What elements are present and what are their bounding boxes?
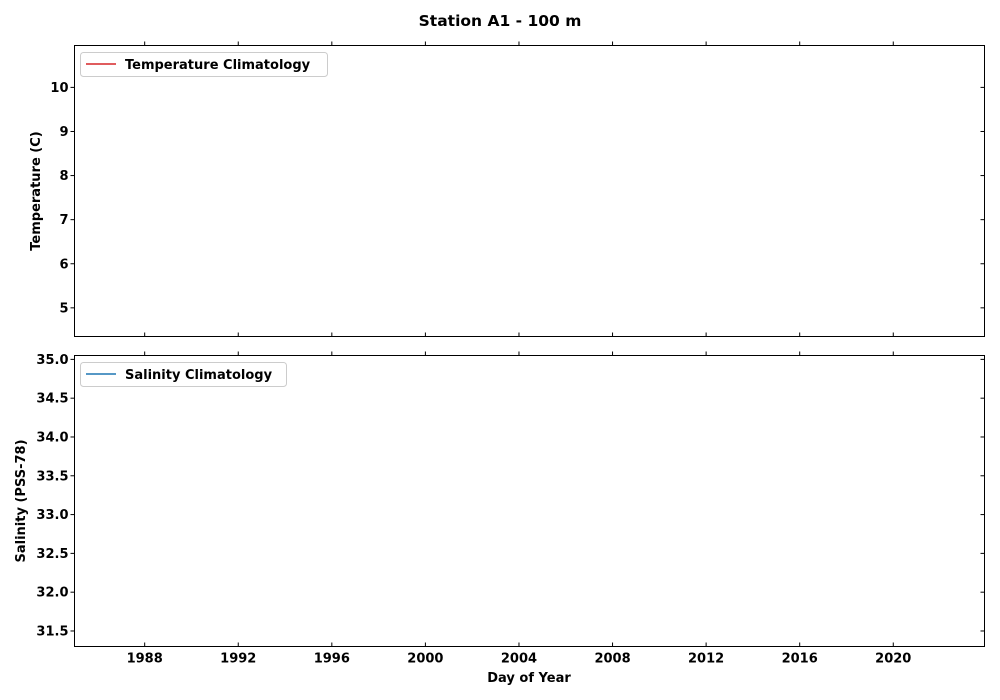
salinity-y-tick-label: 35.0 <box>36 353 68 368</box>
salinity-legend-box <box>80 362 287 387</box>
x-tick-label: 2020 <box>875 652 911 667</box>
salinity-y-tick-label: 33.5 <box>36 469 68 484</box>
salinity-legend-label: Salinity Climatology <box>125 368 273 383</box>
temperature-y-tick-label: 5 <box>59 301 68 316</box>
temperature-legend: Temperature Climatology <box>80 52 328 77</box>
x-tick-label: 1988 <box>127 652 163 667</box>
salinity-y-axis-label: Salinity (PSS-78) <box>14 439 29 562</box>
salinity-panel: Salinity (PSS-78) Day of Year Salinity C… <box>14 351 985 686</box>
salinity-y-tick-label: 34.0 <box>36 430 68 445</box>
chart-title: Station A1 - 100 m <box>419 12 582 30</box>
x-tick-label: 2008 <box>594 652 630 667</box>
salinity-plot-area <box>74 355 985 647</box>
temperature-y-tick-label: 9 <box>59 125 68 140</box>
x-axis-label: Day of Year <box>487 671 571 686</box>
salinity-legend: Salinity Climatology <box>80 362 287 387</box>
temperature-y-tick-label: 7 <box>59 213 68 228</box>
x-tick-label: 2000 <box>407 652 443 667</box>
temperature-legend-box <box>80 52 328 77</box>
x-tick-label: 1996 <box>314 652 350 667</box>
x-tick-label: 2012 <box>688 652 724 667</box>
temperature-legend-label: Temperature Climatology <box>125 58 311 73</box>
x-tick-label: 2004 <box>501 652 537 667</box>
temperature-panel: Temperature (C) Temperature Climatology … <box>29 41 985 337</box>
salinity-y-tick-label: 32.0 <box>36 586 68 601</box>
salinity-y-tick-label: 34.5 <box>36 392 68 407</box>
temperature-y-tick-label: 6 <box>59 257 68 272</box>
temperature-y-axis-label: Temperature (C) <box>29 131 44 250</box>
x-tick-label: 1992 <box>220 652 256 667</box>
temperature-y-tick-label: 8 <box>59 169 68 184</box>
temperature-y-tick-label: 10 <box>50 81 68 96</box>
salinity-y-tick-label: 31.5 <box>36 624 68 639</box>
salinity-y-tick-label: 32.5 <box>36 547 68 562</box>
temperature-plot-area <box>74 45 985 337</box>
salinity-y-tick-label: 33.0 <box>36 508 68 523</box>
x-tick-label: 2016 <box>782 652 818 667</box>
